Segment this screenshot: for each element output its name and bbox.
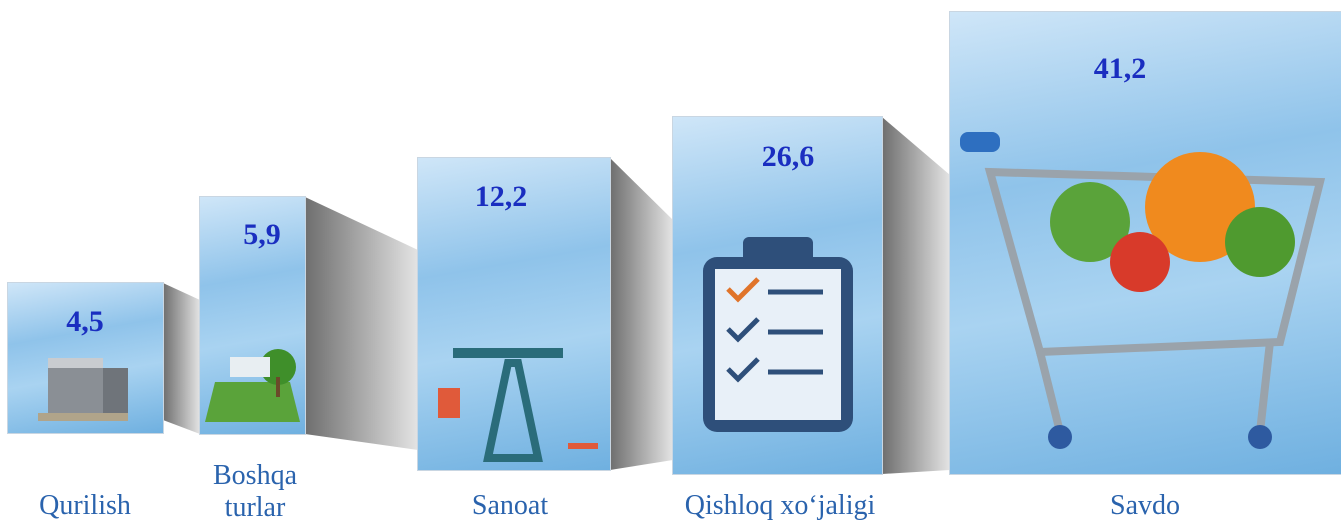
category-label: Sanoat (471, 490, 549, 521)
value-label: 26,6 (761, 140, 815, 173)
panel (8, 283, 163, 433)
shadow (882, 117, 950, 474)
panel (673, 117, 882, 474)
panel (418, 158, 610, 470)
icon (205, 349, 300, 422)
icon (38, 358, 128, 421)
value-label: 12,2 (474, 180, 528, 213)
category-label: Qurilish (39, 490, 131, 521)
shadow (305, 197, 418, 450)
panel (950, 12, 1341, 474)
icon (703, 237, 853, 432)
shadow (610, 158, 673, 470)
value-label: 41,2 (1093, 52, 1147, 85)
category-label: Savdo (1110, 490, 1180, 521)
value-label: 5,9 (243, 218, 281, 251)
category-label: Boshqa turlar (213, 460, 297, 523)
panel (200, 197, 305, 434)
icon (960, 132, 1326, 449)
shadow (163, 283, 200, 434)
value-label: 4,5 (66, 305, 104, 338)
icon (438, 348, 598, 462)
category-label: Qishloq xo‘jaligi (684, 490, 876, 521)
